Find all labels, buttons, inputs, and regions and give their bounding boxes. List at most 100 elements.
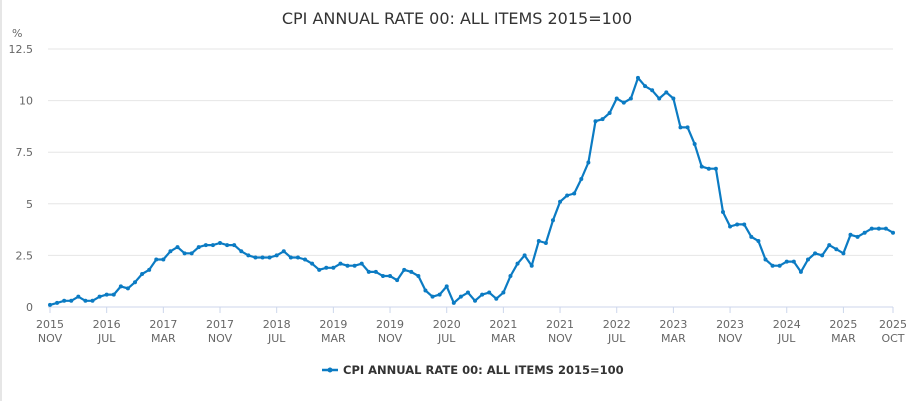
- chart-title: CPI ANNUAL RATE 00: ALL ITEMS 2015=100: [282, 9, 632, 28]
- data-point: [657, 96, 662, 101]
- y-tick-label: 12.5: [9, 43, 34, 56]
- data-point: [671, 96, 676, 101]
- data-point: [678, 125, 683, 130]
- legend-dot-marker: [327, 367, 333, 373]
- x-tick-month: NOV: [378, 332, 403, 345]
- data-point: [324, 265, 329, 270]
- data-point: [848, 232, 853, 237]
- data-point: [650, 88, 655, 93]
- data-point: [685, 125, 690, 130]
- data-point: [62, 298, 67, 303]
- data-point: [267, 255, 272, 260]
- data-point: [416, 274, 421, 279]
- data-point: [239, 249, 244, 254]
- x-tick-month: JUL: [97, 332, 116, 345]
- x-tick-year: 2025: [879, 318, 907, 331]
- data-point: [756, 238, 761, 243]
- legend[interactable]: CPI ANNUAL RATE 00: ALL ITEMS 2015=100: [322, 363, 624, 377]
- data-point: [260, 255, 265, 260]
- y-axis-unit: %: [12, 27, 22, 40]
- y-tick-label: 0: [26, 301, 33, 314]
- data-point: [487, 290, 492, 295]
- x-tick-year: 2019: [376, 318, 404, 331]
- data-point: [225, 243, 230, 248]
- x-tick-month: MAR: [491, 332, 516, 345]
- data-point: [76, 294, 81, 299]
- y-axis: 0 2.5 5 7.5 10 12.5: [9, 43, 34, 314]
- data-point: [196, 245, 201, 250]
- data-point: [295, 255, 300, 260]
- data-point: [83, 298, 88, 303]
- data-point: [883, 226, 888, 231]
- x-tick-year: 2024: [773, 318, 801, 331]
- data-point: [274, 253, 279, 258]
- x-tick-year: 2015: [36, 318, 64, 331]
- data-point: [536, 238, 541, 243]
- x-tick-year: 2021: [489, 318, 517, 331]
- data-point: [125, 286, 130, 291]
- x-tick-year: 2019: [319, 318, 347, 331]
- data-point: [891, 230, 895, 235]
- data-point: [345, 263, 350, 268]
- x-tick-year: 2022: [603, 318, 631, 331]
- data-point: [529, 263, 534, 268]
- data-point: [720, 210, 725, 215]
- data-point: [614, 96, 619, 101]
- data-point: [203, 243, 208, 248]
- data-point: [246, 253, 251, 258]
- data-point: [550, 218, 555, 223]
- data-point: [480, 292, 485, 297]
- data-point: [140, 271, 145, 276]
- data-point: [253, 255, 258, 260]
- data-point: [359, 261, 364, 266]
- data-point: [111, 292, 116, 297]
- data-point: [458, 294, 463, 299]
- series-cpi[interactable]: [48, 75, 895, 307]
- data-point: [579, 177, 584, 182]
- data-point: [310, 261, 315, 266]
- data-point: [55, 300, 60, 305]
- data-point: [69, 298, 74, 303]
- data-point: [175, 245, 180, 250]
- data-point: [409, 269, 414, 274]
- data-point: [430, 294, 435, 299]
- data-point: [281, 249, 286, 254]
- data-point: [104, 292, 109, 297]
- x-tick-year: 2018: [263, 318, 291, 331]
- data-point: [522, 253, 527, 258]
- data-point: [444, 284, 449, 289]
- data-point: [189, 251, 194, 256]
- data-point: [607, 110, 612, 115]
- data-point: [317, 267, 322, 272]
- data-point: [395, 278, 400, 283]
- data-point: [437, 292, 442, 297]
- data-point: [210, 243, 215, 248]
- data-point: [232, 243, 237, 248]
- x-tick-year: 2016: [93, 318, 121, 331]
- data-point: [558, 199, 563, 204]
- x-tick-year: 2023: [659, 318, 687, 331]
- y-tick-label: 10: [19, 95, 33, 108]
- data-point: [643, 84, 648, 89]
- x-tick-month: MAR: [661, 332, 686, 345]
- data-point: [182, 251, 187, 256]
- data-point: [388, 274, 393, 279]
- data-point: [805, 257, 810, 262]
- data-point: [600, 117, 605, 122]
- x-tick-year: 2023: [716, 318, 744, 331]
- data-point: [118, 284, 123, 289]
- data-point: [168, 249, 173, 254]
- data-point: [338, 261, 343, 266]
- data-point: [728, 224, 733, 229]
- data-point: [147, 267, 152, 272]
- y-tick-label: 5: [26, 198, 33, 211]
- data-point: [90, 298, 95, 303]
- data-point: [742, 222, 747, 227]
- data-point: [494, 296, 499, 301]
- x-tick-month: MAR: [321, 332, 346, 345]
- x-tick-month: JUL: [437, 332, 456, 345]
- data-point: [784, 259, 789, 264]
- legend-item-cpi[interactable]: CPI ANNUAL RATE 00: ALL ITEMS 2015=100: [343, 363, 624, 377]
